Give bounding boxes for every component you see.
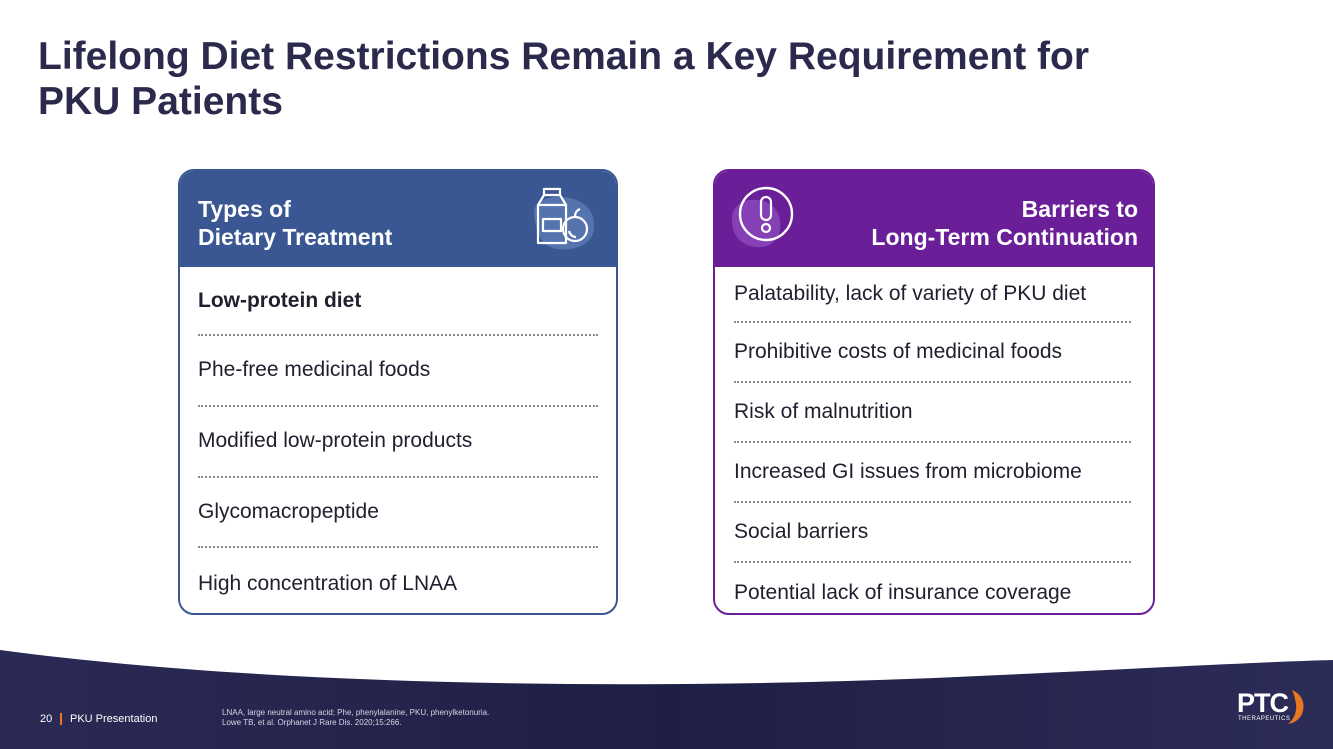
dietary-treatment-list: Low-protein diet Phe-free medicinal food… <box>180 267 616 613</box>
slide-title-line1: Lifelong Diet Restrictions Remain a Key … <box>38 35 1090 78</box>
list-item: Phe-free medicinal foods <box>198 336 598 407</box>
food-and-drink-icon <box>533 187 595 250</box>
list-item: Modified low-protein products <box>198 407 598 478</box>
list-item: Increased GI issues from microbiome <box>734 443 1131 503</box>
company-logo: PTC <box>1237 688 1289 718</box>
list-item: Risk of malnutrition <box>734 383 1131 443</box>
list-item: Low-protein diet <box>198 267 598 336</box>
footer-band <box>0 650 1333 749</box>
card-heading-line2: Dietary Treatment <box>198 224 393 250</box>
footnote-reference: Lowe TB, et al. Orphanet J Rare Dis. 202… <box>222 718 402 727</box>
card-heading-line1: Types of <box>198 196 291 222</box>
list-item: Prohibitive costs of medicinal foods <box>734 323 1131 383</box>
barriers-list: Palatability, lack of variety of PKU die… <box>715 267 1153 613</box>
footnotes: LNAA, large neutral amino acid; Phe, phe… <box>222 708 489 728</box>
slide-title-line2: PKU Patients <box>38 80 283 123</box>
slide-title: Lifelong Diet Restrictions Remain a Key … <box>38 34 1238 124</box>
exclamation-icon <box>731 186 794 248</box>
footnote-abbreviations: LNAA, large neutral amino acid; Phe, phe… <box>222 708 490 717</box>
presentation-title: PKU Presentation <box>70 713 158 725</box>
dietary-treatment-header: Types of Dietary Treatment <box>180 171 616 267</box>
list-item: Potential lack of insurance coverage <box>734 581 1072 604</box>
dietary-treatment-card: Types of Dietary Treatment Low-protein d… <box>178 169 618 615</box>
list-item: Glycomacropeptide <box>198 478 598 549</box>
page-number: 20 <box>40 713 63 725</box>
company-subtitle: THERAPEUTICS <box>1238 716 1291 722</box>
barriers-card: Barriers to Long-Term Continuation Palat… <box>713 169 1155 615</box>
list-item: Social barriers <box>734 503 1131 563</box>
barriers-header: Barriers to Long-Term Continuation <box>715 171 1153 267</box>
logo-swoosh-icon <box>1288 690 1304 724</box>
list-item: High concentration of LNAA <box>198 571 458 595</box>
card-heading-line1: Barriers to <box>1021 196 1138 222</box>
card-heading-line2: Long-Term Continuation <box>871 224 1138 250</box>
list-item: Palatability, lack of variety of PKU die… <box>734 267 1131 323</box>
